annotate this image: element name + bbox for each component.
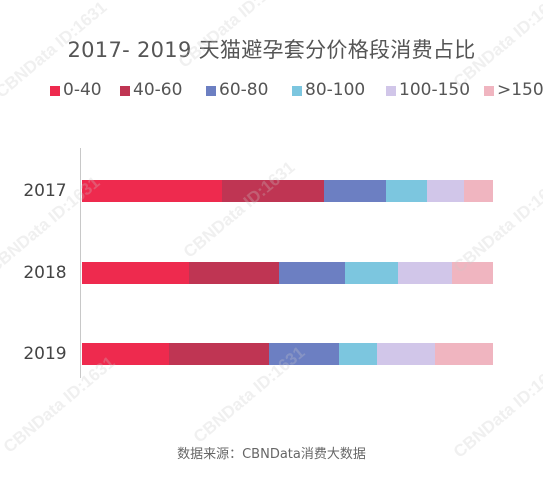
legend-swatch xyxy=(292,86,302,96)
watermark-text: CBNData ID:1631 xyxy=(179,157,299,262)
bar-segment-2018-5 xyxy=(451,262,493,284)
legend-label: 40-60 xyxy=(133,80,183,100)
legend-label: 80-100 xyxy=(305,80,366,100)
bar-segment-2017-2 xyxy=(324,180,387,202)
legend-label: 0-40 xyxy=(63,80,102,100)
bar-segment-2017-4 xyxy=(427,180,465,202)
category-label: 2017 xyxy=(23,181,67,201)
legend-swatch xyxy=(50,86,60,96)
bar-segment-2018-3 xyxy=(345,262,399,284)
chart-title: 2017- 2019 天猫避孕套分价格段消费占比 xyxy=(67,38,476,62)
legend-label: 60-80 xyxy=(219,80,269,100)
category-label: 2018 xyxy=(23,263,67,283)
bar-segment-2019-2 xyxy=(268,343,340,365)
watermark-text: CBNData ID:1631 xyxy=(0,352,119,457)
source-note: 数据来源：CBNData消费大数据 xyxy=(177,447,366,462)
legend-swatch xyxy=(484,86,494,96)
bar-segment-2018-0 xyxy=(82,262,189,284)
bar-segment-2019-0 xyxy=(82,343,170,365)
legend-label: 100-150 xyxy=(399,80,471,100)
bar-segment-2017-5 xyxy=(464,180,493,202)
bar-segment-2017-0 xyxy=(82,180,222,202)
legend-swatch xyxy=(120,86,130,96)
bar-segment-2018-4 xyxy=(398,262,452,284)
chart-legend: 0-40 40-60 60-80 80-100 100-150 >150 xyxy=(50,79,543,103)
bar-segment-2018-2 xyxy=(279,262,346,284)
category-axis-line xyxy=(80,148,81,378)
bar-segment-2019-3 xyxy=(339,343,377,365)
legend-swatch xyxy=(386,86,396,96)
bar-segment-2017-1 xyxy=(221,180,325,202)
bar-segment-2018-1 xyxy=(188,262,280,284)
bar-segment-2019-5 xyxy=(434,343,493,365)
category-label: 2019 xyxy=(23,344,67,364)
legend-label: >150 xyxy=(497,80,543,100)
legend-swatch xyxy=(206,86,216,96)
bar-segment-2019-4 xyxy=(376,343,435,365)
bar-segment-2019-1 xyxy=(169,343,269,365)
bar-segment-2017-3 xyxy=(386,180,428,202)
